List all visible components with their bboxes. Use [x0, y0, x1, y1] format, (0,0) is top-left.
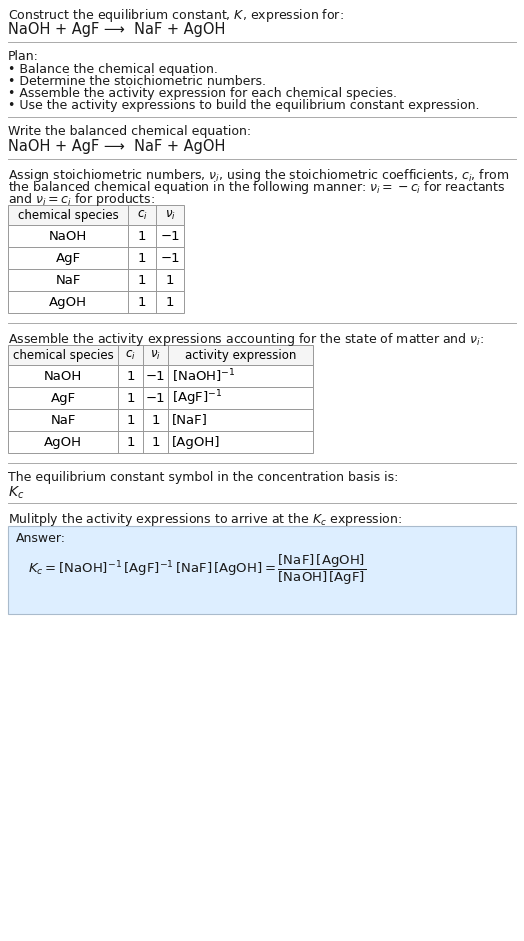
Text: NaOH + AgF ⟶  NaF + AgOH: NaOH + AgF ⟶ NaF + AgOH	[8, 139, 225, 154]
Bar	[8, 247, 184, 269]
Bar	[8, 526, 516, 614]
Text: • Assemble the activity expression for each chemical species.: • Assemble the activity expression for e…	[8, 87, 397, 100]
Bar	[8, 365, 313, 387]
Text: [NaF]: [NaF]	[172, 413, 208, 426]
Text: 1: 1	[126, 391, 135, 405]
Text: [AgOH]: [AgOH]	[172, 436, 221, 449]
Text: 1: 1	[151, 413, 160, 426]
Text: AgOH: AgOH	[49, 295, 87, 309]
Bar	[8, 409, 313, 431]
Text: Plan:: Plan:	[8, 50, 39, 63]
Bar	[8, 205, 184, 225]
Text: NaF: NaF	[50, 413, 75, 426]
Text: 1: 1	[126, 413, 135, 426]
Text: NaOH + AgF ⟶  NaF + AgOH: NaOH + AgF ⟶ NaF + AgOH	[8, 22, 225, 37]
Text: chemical species: chemical species	[13, 348, 113, 361]
Text: $\nu_i$: $\nu_i$	[150, 348, 161, 361]
Text: −1: −1	[160, 230, 180, 243]
Text: $c_i$: $c_i$	[125, 348, 136, 361]
Text: Assign stoichiometric numbers, $\nu_i$, using the stoichiometric coefficients, $: Assign stoichiometric numbers, $\nu_i$, …	[8, 167, 509, 184]
Text: −1: −1	[160, 251, 180, 264]
Text: −1: −1	[146, 391, 165, 405]
Text: the balanced chemical equation in the following manner: $\nu_i = -c_i$ for react: the balanced chemical equation in the fo…	[8, 179, 506, 196]
Text: 1: 1	[166, 295, 174, 309]
Text: −1: −1	[146, 370, 165, 382]
Text: 1: 1	[138, 230, 146, 243]
Text: chemical species: chemical species	[18, 209, 118, 221]
Bar	[8, 387, 313, 409]
Bar	[8, 291, 184, 313]
Bar	[8, 431, 313, 453]
Bar	[8, 345, 313, 365]
Text: and $\nu_i = c_i$ for products:: and $\nu_i = c_i$ for products:	[8, 191, 155, 208]
Text: Assemble the activity expressions accounting for the state of matter and $\nu_i$: Assemble the activity expressions accoun…	[8, 331, 484, 348]
Text: Answer:: Answer:	[16, 532, 66, 545]
Text: AgF: AgF	[50, 391, 75, 405]
Text: 1: 1	[126, 370, 135, 382]
Text: 1: 1	[138, 295, 146, 309]
Text: Write the balanced chemical equation:: Write the balanced chemical equation:	[8, 125, 251, 138]
Text: AgF: AgF	[56, 251, 81, 264]
Text: NaF: NaF	[56, 274, 81, 286]
Text: • Balance the chemical equation.: • Balance the chemical equation.	[8, 63, 218, 76]
Text: $K_c = \mathrm{[NaOH]^{-1}\,[AgF]^{-1}\,[NaF]\,[AgOH]} = \dfrac{\mathrm{[NaF]\,[: $K_c = \mathrm{[NaOH]^{-1}\,[AgF]^{-1}\,…	[28, 553, 366, 587]
Text: • Determine the stoichiometric numbers.: • Determine the stoichiometric numbers.	[8, 75, 266, 88]
Text: Construct the equilibrium constant, $K$, expression for:: Construct the equilibrium constant, $K$,…	[8, 7, 344, 24]
Bar	[8, 225, 184, 247]
Text: [NaOH]$^{-1}$: [NaOH]$^{-1}$	[172, 367, 236, 385]
Text: NaOH: NaOH	[49, 230, 87, 243]
Text: $c_i$: $c_i$	[137, 209, 147, 221]
Text: NaOH: NaOH	[44, 370, 82, 382]
Text: activity expression: activity expression	[185, 348, 296, 361]
Text: [AgF]$^{-1}$: [AgF]$^{-1}$	[172, 389, 222, 407]
Text: 1: 1	[138, 251, 146, 264]
Text: AgOH: AgOH	[44, 436, 82, 449]
Text: 1: 1	[151, 436, 160, 449]
Text: 1: 1	[138, 274, 146, 286]
Text: $K_c$: $K_c$	[8, 485, 24, 502]
Text: 1: 1	[166, 274, 174, 286]
Text: 1: 1	[126, 436, 135, 449]
Text: The equilibrium constant symbol in the concentration basis is:: The equilibrium constant symbol in the c…	[8, 471, 398, 484]
Bar	[8, 269, 184, 291]
Text: $\nu_i$: $\nu_i$	[165, 209, 176, 221]
Text: Mulitply the activity expressions to arrive at the $K_c$ expression:: Mulitply the activity expressions to arr…	[8, 511, 402, 528]
Text: • Use the activity expressions to build the equilibrium constant expression.: • Use the activity expressions to build …	[8, 99, 479, 112]
